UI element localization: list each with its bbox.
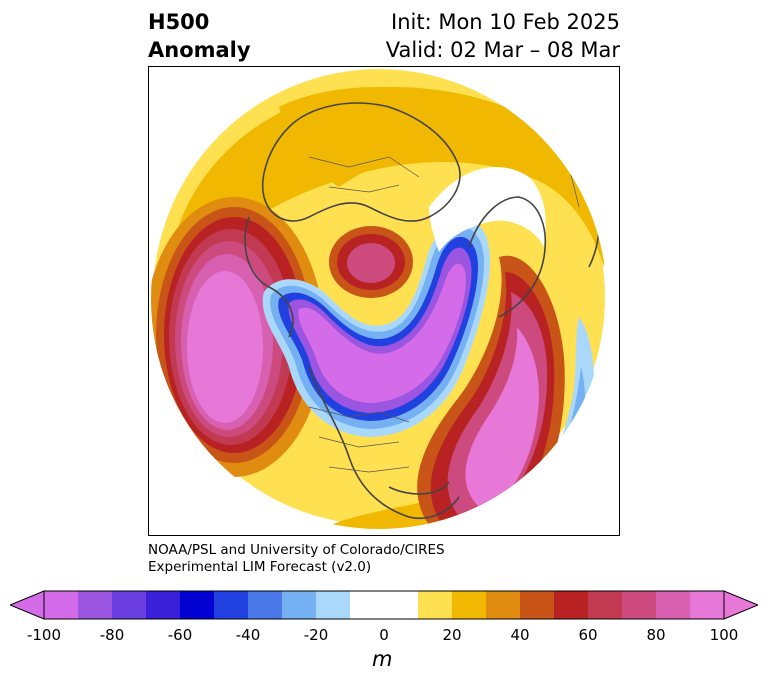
colorbar-tick-label: 100 — [709, 626, 739, 644]
colorbar-cell — [316, 591, 351, 619]
colorbar-tick-label: 80 — [646, 626, 666, 644]
init-date: Init: Mon 10 Feb 2025 — [391, 10, 620, 34]
colorbar-cell — [214, 591, 249, 619]
map-title: H500 Anomaly — [148, 8, 251, 64]
colorbar-cell — [248, 591, 283, 619]
colorbar-cell — [112, 591, 147, 619]
colorbar-tick-label: 20 — [442, 626, 462, 644]
colorbar-tick-label: 60 — [578, 626, 598, 644]
colorbar-cell — [520, 591, 555, 619]
colorbar-cell — [78, 591, 113, 619]
colorbar-unit-label: m — [372, 647, 393, 671]
valid-date: Valid: 02 Mar – 08 Mar — [385, 38, 620, 62]
colorbar-frame — [43, 590, 725, 620]
colorbar-cell — [554, 591, 589, 619]
colorbar-cell — [282, 591, 317, 619]
title-line-1: H500 — [148, 10, 210, 34]
colorbar-tick-label: -40 — [235, 626, 261, 644]
colorbar-tick-label: 0 — [379, 626, 389, 644]
colorbar-cell — [486, 591, 521, 619]
colorbar-cell — [452, 591, 487, 619]
credit-text: NOAA/PSL and University of Colorado/CIRE… — [148, 542, 445, 576]
title-line-2: Anomaly — [148, 38, 251, 62]
credit-line-1: NOAA/PSL and University of Colorado/CIRE… — [148, 542, 445, 558]
forecast-dates: Init: Mon 10 Feb 2025 Valid: 02 Mar – 08… — [386, 8, 620, 64]
polar-map — [148, 66, 620, 536]
colorbar-cell — [418, 591, 453, 619]
colorbar-tick-label: -60 — [167, 626, 193, 644]
colorbar-under-arrow — [10, 590, 45, 620]
colorbar-cell — [44, 591, 79, 619]
colorbar-tick-labels: -100 -80 -60 -40 -20 0 20 40 60 80 100 — [0, 626, 768, 646]
colorbar-cells — [44, 591, 725, 619]
colorbar-cell — [690, 591, 725, 619]
colorbar-cell — [350, 591, 385, 619]
colorbar — [10, 590, 758, 620]
colorbar-over-arrow — [723, 590, 758, 620]
colorbar-tick-label: -20 — [303, 626, 329, 644]
colorbar-tick-label: 40 — [510, 626, 530, 644]
credit-line-2: Experimental LIM Forecast (v2.0) — [148, 559, 372, 575]
colorbar-cell — [146, 591, 181, 619]
colorbar-cell — [656, 591, 691, 619]
colorbar-tick-label: -100 — [26, 626, 62, 644]
anomaly-field — [151, 69, 605, 529]
colorbar-cell — [180, 591, 215, 619]
colorbar-cell — [622, 591, 657, 619]
colorbar-cell — [588, 591, 623, 619]
colorbar-cell — [384, 591, 419, 619]
colorbar-tick-label: -80 — [99, 626, 125, 644]
